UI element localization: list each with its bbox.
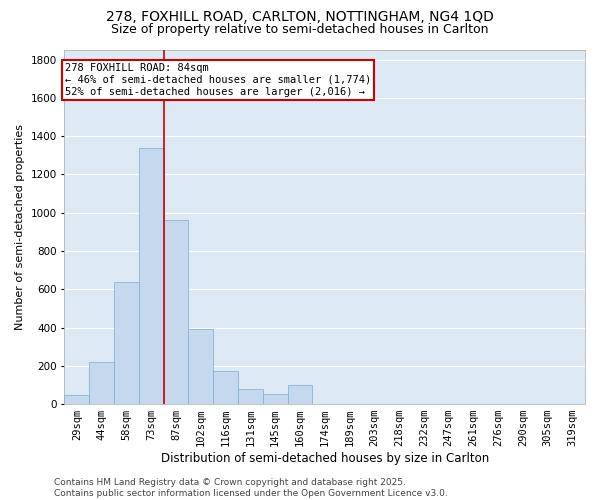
Bar — [139, 148, 164, 404]
Text: Contains HM Land Registry data © Crown copyright and database right 2025.
Contai: Contains HM Land Registry data © Crown c… — [54, 478, 448, 498]
X-axis label: Distribution of semi-detached houses by size in Carlton: Distribution of semi-detached houses by … — [161, 452, 489, 465]
Y-axis label: Number of semi-detached properties: Number of semi-detached properties — [15, 124, 25, 330]
Bar — [213, 370, 238, 404]
Bar — [287, 385, 313, 404]
Text: 278, FOXHILL ROAD, CARLTON, NOTTINGHAM, NG4 1QD: 278, FOXHILL ROAD, CARLTON, NOTTINGHAM, … — [106, 10, 494, 24]
Text: 278 FOXHILL ROAD: 84sqm
← 46% of semi-detached houses are smaller (1,774)
52% of: 278 FOXHILL ROAD: 84sqm ← 46% of semi-de… — [65, 64, 371, 96]
Bar — [64, 394, 89, 404]
Bar — [164, 220, 188, 404]
Bar — [263, 394, 287, 404]
Bar — [114, 282, 139, 404]
Bar — [188, 330, 213, 404]
Bar — [238, 389, 263, 404]
Text: Size of property relative to semi-detached houses in Carlton: Size of property relative to semi-detach… — [111, 22, 489, 36]
Bar — [89, 362, 114, 404]
